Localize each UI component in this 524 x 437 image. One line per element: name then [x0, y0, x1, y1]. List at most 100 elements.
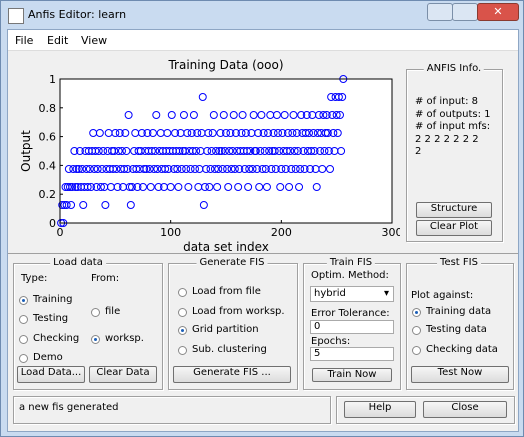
label: Error Tolerance: — [311, 308, 390, 319]
data-point — [246, 147, 255, 155]
data-point — [191, 165, 200, 173]
label: Optim. Method: — [311, 270, 389, 281]
data-point — [68, 183, 77, 191]
menu-item[interactable]: View — [81, 34, 108, 47]
button[interactable]: Close — [423, 401, 507, 418]
data-point — [154, 183, 163, 191]
button[interactable]: Test Now — [411, 366, 509, 383]
radio-button[interactable] — [178, 346, 187, 355]
data-point — [93, 165, 102, 173]
data-point — [278, 129, 287, 137]
text-field[interactable]: 0 — [310, 320, 394, 334]
radio-button[interactable] — [19, 335, 28, 344]
radio-button[interactable] — [178, 308, 187, 317]
button[interactable]: Generate FIS ... — [173, 366, 291, 383]
dropdown[interactable]: hybrid ▾ — [310, 286, 394, 302]
button[interactable]: Structure — [416, 202, 492, 218]
data-point — [241, 129, 250, 137]
data-point — [312, 183, 321, 191]
data-point — [215, 147, 224, 155]
data-point — [290, 147, 299, 155]
data-point — [238, 111, 247, 119]
label: Type: — [21, 273, 48, 284]
data-point — [271, 165, 280, 173]
radio-button[interactable] — [412, 308, 421, 317]
x-axis-label: data set index — [183, 240, 269, 253]
menu-item[interactable]: File — [15, 34, 34, 47]
data-point — [313, 129, 322, 137]
data-point — [228, 147, 237, 155]
y-tick-label: 0 — [49, 217, 56, 230]
minimize-button[interactable] — [427, 3, 453, 21]
data-point — [83, 183, 92, 191]
button[interactable]: Help — [344, 401, 416, 418]
data-point — [109, 165, 118, 173]
close-button[interactable]: ✕ — [477, 3, 519, 21]
data-point — [78, 165, 87, 173]
data-point — [264, 129, 273, 137]
data-point — [301, 129, 310, 137]
button[interactable]: Clear Plot — [416, 220, 492, 236]
title-bar: Anfis Editor: learn ✕ — [1, 1, 523, 29]
data-point — [265, 147, 274, 155]
button[interactable]: Clear Data — [89, 366, 157, 383]
data-point — [124, 111, 133, 119]
data-point — [184, 183, 193, 191]
button[interactable]: Train Now — [312, 368, 392, 382]
data-point — [202, 165, 211, 173]
data-point — [324, 147, 333, 155]
text-field[interactable]: 5 — [310, 347, 394, 361]
data-point — [332, 111, 341, 119]
radio-button[interactable] — [19, 354, 28, 363]
radio-button[interactable] — [91, 308, 100, 317]
data-point — [222, 129, 230, 137]
panel-title: Generate FIS — [196, 257, 268, 268]
panel-title: ANFIS Info. — [423, 63, 485, 74]
x-tick-label: 0 — [57, 226, 64, 239]
data-point — [151, 147, 160, 155]
data-point — [167, 111, 176, 119]
app-icon — [8, 8, 24, 24]
data-point — [245, 165, 254, 173]
info-line: 2 — [415, 146, 422, 157]
data-point — [292, 129, 301, 137]
info-line: # of input: 8 — [415, 96, 479, 107]
data-point — [318, 165, 327, 173]
radio-button[interactable] — [19, 315, 28, 324]
data-point — [334, 93, 343, 101]
radio-button[interactable] — [19, 296, 28, 305]
panel-title: Train FIS — [326, 257, 376, 268]
data-point — [203, 147, 212, 155]
data-point — [72, 165, 81, 173]
data-point — [262, 183, 271, 191]
radio-button[interactable] — [91, 335, 100, 344]
data-point — [326, 165, 335, 173]
x-tick-label: 300 — [382, 226, 401, 239]
menu-item[interactable]: Edit — [47, 34, 69, 47]
button[interactable]: Load Data... — [17, 366, 85, 383]
data-point — [206, 165, 215, 173]
radio-label: Grid partition — [192, 324, 259, 335]
data-point — [64, 165, 73, 173]
radio-button[interactable] — [412, 326, 421, 335]
data-point — [231, 129, 240, 137]
data-point — [95, 129, 104, 137]
data-point — [79, 201, 88, 209]
radio-button[interactable] — [412, 346, 421, 355]
data-point — [257, 111, 266, 119]
data-point — [146, 183, 155, 191]
data-point — [319, 111, 328, 119]
radio-button[interactable] — [178, 288, 187, 297]
maximize-button[interactable] — [452, 3, 478, 21]
data-point — [321, 129, 330, 137]
data-point — [302, 111, 311, 119]
radio-button[interactable] — [178, 326, 187, 335]
data-point — [71, 183, 80, 191]
data-point — [300, 165, 309, 173]
radio-label: Testing data — [426, 324, 487, 335]
data-point — [65, 183, 74, 191]
data-point — [248, 165, 257, 173]
data-point — [148, 129, 157, 137]
data-point — [287, 165, 296, 173]
button-panel — [336, 396, 515, 424]
